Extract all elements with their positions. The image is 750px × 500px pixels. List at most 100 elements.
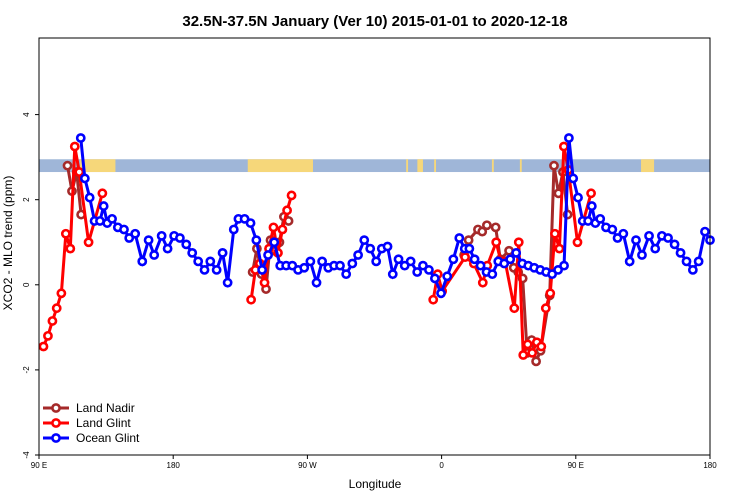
- data-point: [540, 303, 551, 314]
- data-point: [222, 277, 233, 288]
- data-point: [181, 239, 192, 250]
- land-segment: [247, 159, 313, 173]
- x-tick-label: 180: [703, 461, 717, 470]
- y-tick-label: 0: [22, 282, 31, 287]
- data-point: [187, 247, 198, 258]
- y-tick-label: 4: [22, 112, 31, 117]
- data-point: [463, 235, 474, 246]
- data-point: [60, 228, 71, 239]
- data-point: [527, 347, 538, 358]
- data-point: [299, 262, 310, 273]
- data-point: [119, 224, 129, 235]
- data-point: [509, 303, 520, 314]
- data-point: [669, 239, 680, 250]
- legend-swatch-marker: [51, 403, 61, 413]
- data-point: [624, 256, 635, 267]
- data-point: [156, 230, 167, 241]
- data-point: [97, 188, 108, 199]
- data-point: [549, 160, 559, 171]
- data-point: [175, 233, 185, 243]
- data-point: [277, 224, 288, 235]
- data-point: [559, 260, 569, 271]
- land-segment: [417, 159, 423, 173]
- land-segment: [80, 159, 116, 173]
- data-point: [464, 243, 475, 254]
- data-point: [424, 265, 434, 275]
- data-point: [268, 222, 279, 233]
- data-point: [79, 173, 90, 184]
- data-point: [675, 247, 686, 258]
- data-point: [62, 160, 73, 171]
- data-point: [531, 356, 541, 367]
- data-point: [436, 288, 446, 299]
- data-point: [554, 243, 565, 254]
- land-segment: [434, 159, 437, 173]
- data-point: [631, 235, 641, 246]
- data-point: [568, 173, 579, 184]
- data-point: [98, 201, 109, 211]
- land-segment: [491, 159, 494, 173]
- data-point: [564, 133, 574, 143]
- x-axis: 90 E 180 90 W 0 90 E 180: [31, 455, 717, 470]
- data-point: [65, 243, 76, 254]
- legend-swatch-marker: [51, 433, 61, 443]
- series-ocean-glint: [75, 133, 715, 299]
- x-tick-label: 90 E: [568, 461, 584, 470]
- data-point: [246, 294, 257, 305]
- data-point: [217, 247, 228, 258]
- data-point: [573, 192, 583, 203]
- data-point: [475, 260, 486, 271]
- data-point: [382, 241, 393, 252]
- legend-label: Land Nadir: [76, 401, 135, 415]
- data-point: [448, 254, 459, 265]
- data-point: [149, 250, 160, 260]
- data-point: [228, 224, 239, 235]
- data-point: [371, 256, 382, 267]
- data-point: [513, 237, 524, 248]
- data-point: [460, 252, 470, 263]
- data-point: [650, 243, 661, 254]
- data-point: [353, 250, 363, 260]
- plot-frame: [38, 37, 711, 456]
- data-point: [245, 218, 256, 228]
- data-point: [75, 133, 86, 143]
- x-tick-label: 90 W: [298, 461, 317, 470]
- data-point: [412, 267, 423, 277]
- land-segment: [519, 159, 522, 173]
- data-point: [550, 228, 560, 239]
- data-point: [137, 256, 148, 267]
- chart-title: 32.5N-37.5N January (Ver 10) 2015-01-01 …: [182, 13, 567, 30]
- data-point: [595, 213, 606, 224]
- data-point: [365, 243, 376, 254]
- legend-swatch-marker: [51, 418, 61, 428]
- data-point: [107, 213, 117, 224]
- data-point: [83, 237, 94, 248]
- data-point: [341, 269, 352, 280]
- data-point: [477, 226, 488, 237]
- data-point: [56, 288, 67, 299]
- y-tick-label: -4: [22, 451, 31, 459]
- data-point: [199, 265, 210, 275]
- data-point: [43, 330, 53, 341]
- data-point: [663, 233, 673, 243]
- data-point: [545, 288, 556, 299]
- land-segment: [406, 159, 409, 173]
- data-point: [469, 254, 480, 265]
- x-tick-label: 180: [167, 461, 181, 470]
- data-point: [693, 256, 704, 267]
- data-point: [644, 230, 654, 241]
- data-point: [84, 192, 95, 203]
- data-point: [428, 294, 439, 305]
- data-point: [700, 226, 710, 237]
- data-point: [257, 265, 268, 275]
- data-point: [572, 237, 583, 248]
- legend-label: Land Glint: [76, 416, 131, 430]
- data-point: [74, 167, 85, 177]
- data-point: [607, 224, 618, 235]
- data-point: [51, 303, 62, 314]
- data-point: [586, 201, 597, 211]
- legend-label: Ocean Glint: [76, 431, 140, 445]
- data-point: [130, 228, 141, 239]
